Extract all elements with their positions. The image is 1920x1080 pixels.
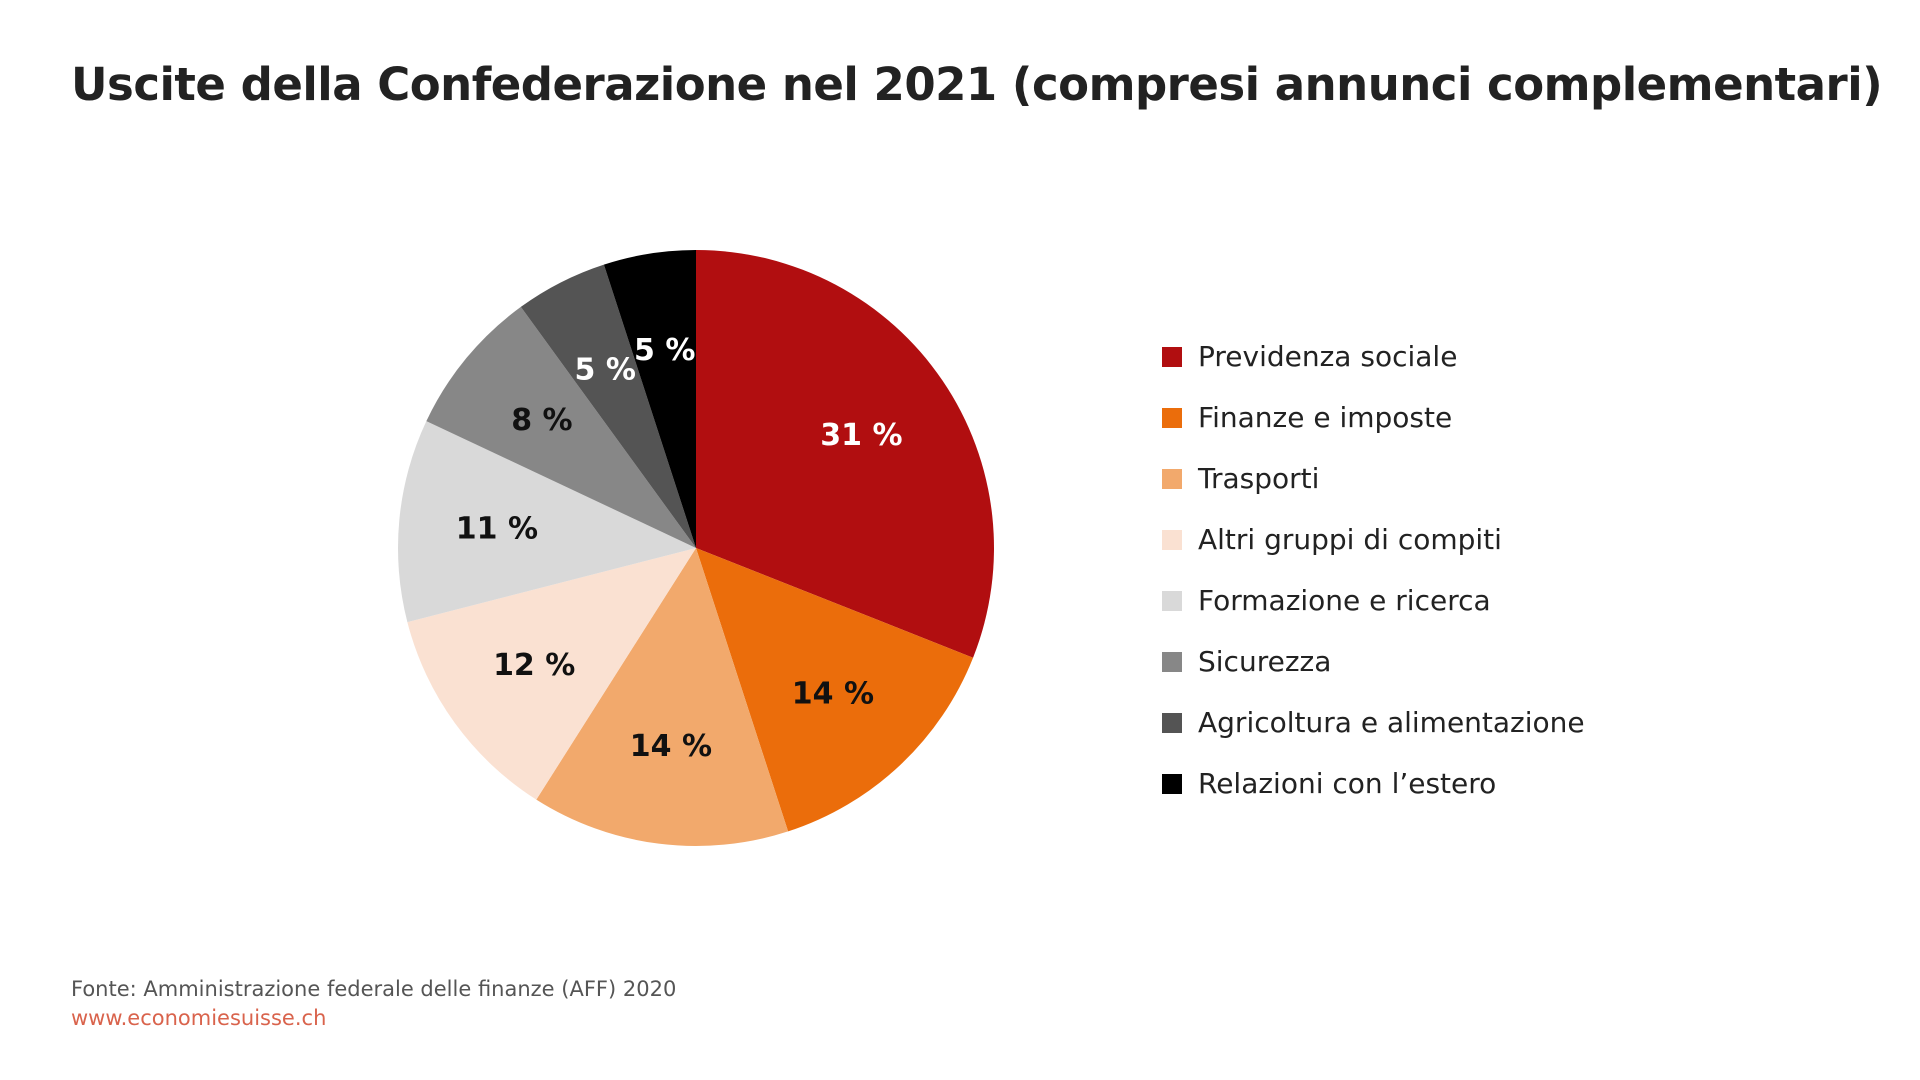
- legend-label: Finanze e imposte: [1198, 401, 1453, 434]
- chart-title: Uscite della Confederazione nel 2021 (co…: [71, 58, 1883, 111]
- slice-data-label: 14 %: [792, 676, 874, 711]
- legend-item: Sicurezza: [1162, 631, 1585, 692]
- legend-label: Relazioni con l’estero: [1198, 767, 1497, 800]
- slice-data-label: 11 %: [456, 512, 538, 547]
- slice-data-label: 8 %: [511, 403, 572, 438]
- pie-slice: [696, 250, 994, 658]
- pie-slice: [603, 250, 696, 548]
- legend-item: Finanze e imposte: [1162, 387, 1585, 448]
- source-text: Fonte: Amministrazione federale delle fi…: [71, 977, 677, 1001]
- legend-label: Altri gruppi di compiti: [1198, 523, 1502, 556]
- legend-label: Formazione e ricerca: [1198, 584, 1491, 617]
- legend-swatch: [1162, 773, 1182, 794]
- pie-slice: [536, 548, 789, 846]
- source-note: Fonte: Amministrazione federale delle fi…: [71, 975, 676, 1033]
- slice-data-label: 14 %: [630, 729, 712, 764]
- legend-swatch: [1162, 651, 1182, 672]
- legend-swatch: [1162, 407, 1182, 428]
- pie-slice: [397, 421, 696, 623]
- pie-slice: [426, 306, 696, 548]
- legend-swatch: [1162, 590, 1182, 611]
- slice-data-label: 5 %: [575, 352, 636, 387]
- legend-item: Trasporti: [1162, 448, 1585, 509]
- legend-label: Agricoltura e alimentazione: [1198, 706, 1585, 739]
- legend-item: Relazioni con l’estero: [1162, 753, 1585, 814]
- legend: Previdenza sociale Finanze e imposte Trasp…: [1162, 326, 1585, 814]
- pie-slice: [696, 548, 974, 832]
- pie-slice: [520, 264, 696, 548]
- legend-swatch: [1162, 529, 1182, 550]
- legend-label: Previdenza sociale: [1198, 340, 1458, 373]
- slice-data-label: 31 %: [820, 418, 902, 453]
- legend-swatch: [1162, 346, 1182, 367]
- legend-item: Agricoltura e alimentazione: [1162, 692, 1585, 753]
- pie-slice: [407, 548, 696, 800]
- slice-data-label: 12 %: [493, 648, 575, 683]
- legend-swatch: [1162, 712, 1182, 733]
- legend-label: Sicurezza: [1198, 645, 1332, 678]
- legend-item: Altri gruppi di compiti: [1162, 509, 1585, 570]
- legend-item: Previdenza sociale: [1162, 326, 1585, 387]
- legend-item: Formazione e ricerca: [1162, 570, 1585, 631]
- source-url: www.economiesuisse.ch: [71, 1006, 327, 1030]
- slice-data-label: 5 %: [634, 333, 695, 368]
- legend-label: Trasporti: [1198, 462, 1320, 495]
- legend-swatch: [1162, 468, 1182, 489]
